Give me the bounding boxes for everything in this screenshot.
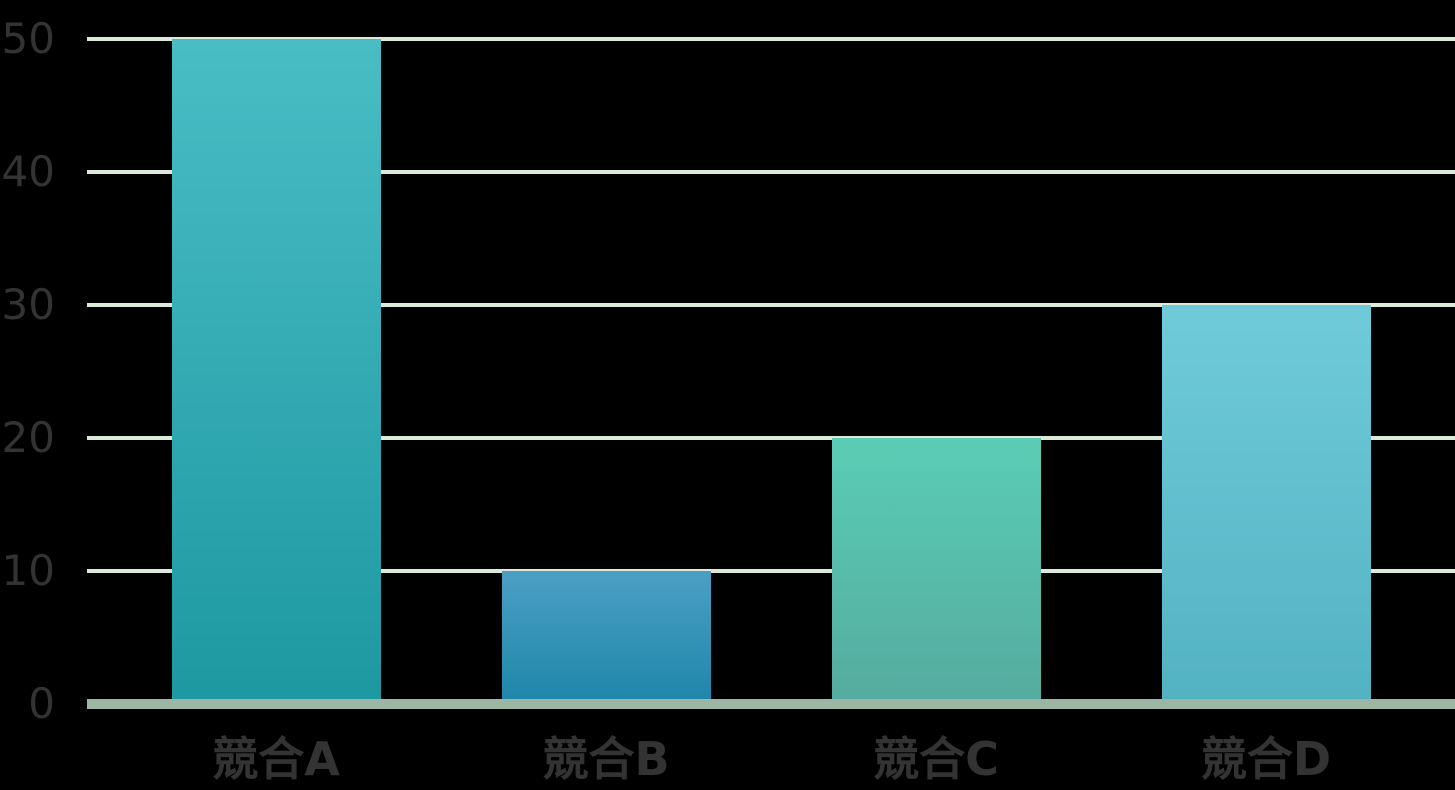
y-axis-tick-label: 20 bbox=[1, 413, 55, 462]
bar-競合A bbox=[171, 39, 381, 704]
x-axis-category-label: 競合B bbox=[542, 732, 670, 786]
y-axis-tick-label: 10 bbox=[1, 546, 55, 595]
y-axis-tick-label: 40 bbox=[1, 147, 55, 196]
gridline-y50 bbox=[87, 37, 1455, 41]
y-axis-tick-label: 50 bbox=[1, 14, 55, 63]
y-axis-tick-label: 0 bbox=[28, 679, 55, 728]
gridline-y40 bbox=[87, 170, 1455, 174]
x-axis-line bbox=[87, 699, 1455, 709]
gridline-y10 bbox=[87, 569, 1455, 573]
x-axis-category-label: 競合D bbox=[1200, 732, 1332, 786]
gridline-y20 bbox=[87, 436, 1455, 440]
bar-競合C bbox=[831, 438, 1041, 704]
bar-競合B bbox=[501, 571, 711, 704]
bar-競合D bbox=[1161, 305, 1371, 704]
y-axis-tick-label: 30 bbox=[1, 280, 55, 329]
gridline-y30 bbox=[87, 303, 1455, 307]
x-axis-category-label: 競合C bbox=[873, 732, 999, 786]
x-axis-category-label: 競合A bbox=[212, 732, 340, 786]
